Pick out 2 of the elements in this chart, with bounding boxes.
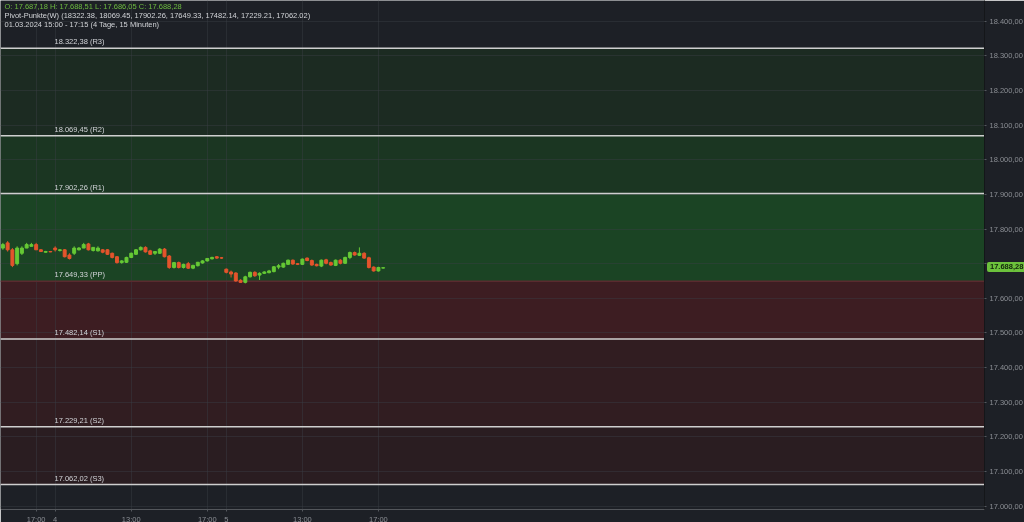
candlestick [57,248,62,253]
candlestick [15,245,20,266]
